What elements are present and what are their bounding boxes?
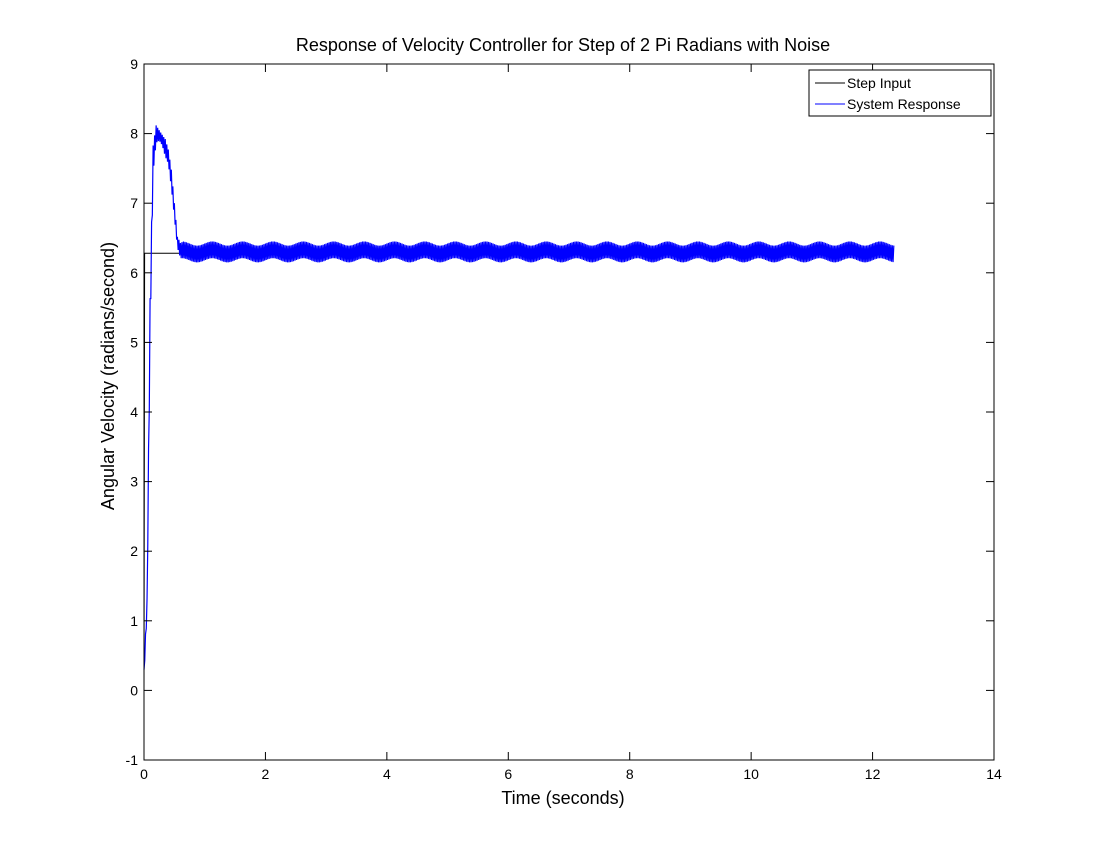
y-tick-label: 4 xyxy=(130,404,138,420)
y-tick-label: 0 xyxy=(130,682,138,698)
x-tick-label: 4 xyxy=(383,766,391,782)
y-tick-label: 6 xyxy=(130,265,138,281)
y-tick-label: 7 xyxy=(130,195,138,211)
x-tick-label: 10 xyxy=(743,766,759,782)
x-tick-label: 8 xyxy=(626,766,634,782)
y-axis-label: Angular Velocity (radians/second) xyxy=(98,242,118,510)
plot-area xyxy=(144,64,994,760)
y-tick-label: 5 xyxy=(130,334,138,350)
legend-entry-step-input: Step Input xyxy=(847,75,911,91)
chart-title: Response of Velocity Controller for Step… xyxy=(296,35,830,55)
x-tick-label: 12 xyxy=(865,766,881,782)
series-line-system-response xyxy=(143,125,895,670)
x-tick-label: 6 xyxy=(504,766,512,782)
x-axis-label: Time (seconds) xyxy=(501,788,624,808)
x-tick-label: 2 xyxy=(262,766,270,782)
x-tick-label: 14 xyxy=(986,766,1002,782)
y-tick-label: 1 xyxy=(130,613,138,629)
legend-entry-system-response: System Response xyxy=(847,96,961,112)
y-tick-label: 3 xyxy=(130,474,138,490)
legend: Step Input System Response xyxy=(808,69,992,117)
y-tick-label: 9 xyxy=(130,56,138,72)
y-tick-label: -1 xyxy=(126,752,139,768)
x-tick-label: 0 xyxy=(140,766,148,782)
legend-box xyxy=(808,69,992,117)
y-tick-label: 2 xyxy=(130,543,138,559)
y-tick-label: 8 xyxy=(130,126,138,142)
